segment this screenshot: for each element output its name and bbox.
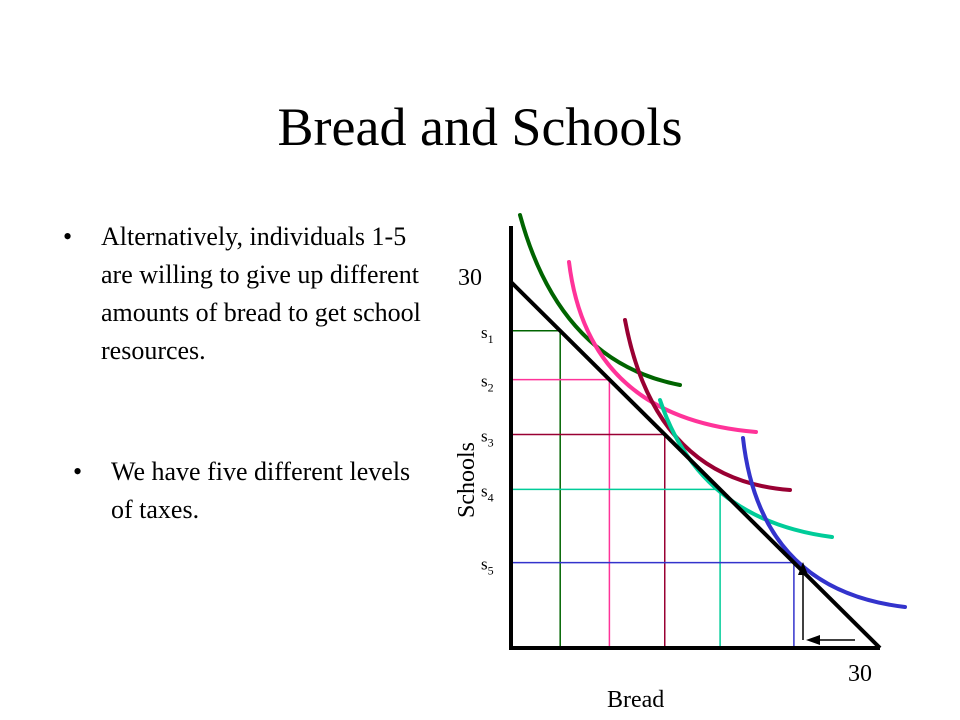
- indifference-curve-2: [567, 260, 758, 434]
- y-max-label: 30: [458, 265, 482, 291]
- bullet-text: We have five different levels of taxes.: [111, 457, 411, 524]
- level-guides: [511, 330, 795, 648]
- shift-arrows: [798, 562, 855, 645]
- x-axis-label: Bread: [607, 687, 664, 713]
- y-axis-label: Schools: [454, 442, 480, 518]
- indifference-curves: [518, 213, 907, 609]
- bullet-text: Alternatively, individuals 1-5 are willi…: [101, 222, 421, 365]
- slide-title: Bread and Schools: [277, 97, 683, 157]
- bullet-dot: •: [63, 222, 73, 251]
- indifference-curve-3: [623, 318, 792, 492]
- x-max-label: 30: [848, 661, 872, 687]
- level-3-subscript: 3: [488, 436, 494, 450]
- bullet-item: • We have five different levels of taxes…: [73, 453, 413, 529]
- level-1-subscript: 1: [488, 332, 494, 346]
- indifference-curve-1: [518, 213, 682, 387]
- level-2-subscript: 2: [488, 381, 494, 395]
- level-5-subscript: 5: [488, 564, 494, 578]
- budget-line: [509, 280, 882, 650]
- level-labels: s1 s2 s3 s4 s5: [481, 323, 494, 578]
- bullet-item: • Alternatively, individuals 1-5 are wil…: [63, 218, 433, 370]
- level-2-label: s2: [481, 372, 494, 395]
- indifference-curve-5: [741, 436, 907, 609]
- up-arrow-head: [798, 562, 808, 575]
- bullet-list-bottom: • We have five different levels of taxes…: [73, 453, 413, 529]
- level-4-label: s4: [481, 481, 494, 504]
- bullet-dot: •: [73, 457, 83, 486]
- left-arrow-head: [806, 635, 820, 645]
- level-1-label: s1: [481, 323, 494, 346]
- level-5-label: s5: [481, 555, 494, 578]
- bullet-list-top: • Alternatively, individuals 1-5 are wil…: [63, 218, 433, 370]
- level-4-subscript: 4: [488, 490, 494, 504]
- level-3-label: s3: [481, 427, 494, 450]
